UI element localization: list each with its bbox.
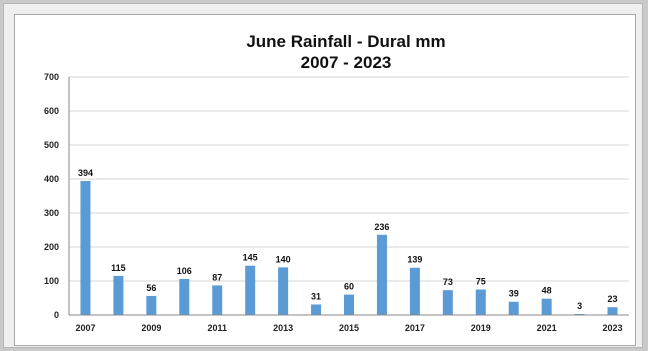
y-tick-label: 0 bbox=[54, 310, 59, 320]
bar bbox=[376, 234, 387, 315]
x-tick-label: 2007 bbox=[75, 323, 95, 333]
bars bbox=[80, 181, 618, 315]
x-tick-label: 2013 bbox=[273, 323, 293, 333]
bar bbox=[344, 294, 354, 315]
chart-subtitle: 2007 - 2023 bbox=[301, 53, 392, 72]
bar bbox=[212, 285, 223, 315]
data-label: 73 bbox=[443, 277, 453, 287]
data-label: 23 bbox=[608, 294, 618, 304]
data-label: 75 bbox=[476, 277, 486, 287]
x-axis-ticks: 2007 2009 2011 2013 2015 2017 2019 2021 2023 bbox=[75, 323, 622, 333]
bar bbox=[245, 265, 256, 315]
y-tick-label: 200 bbox=[44, 242, 59, 252]
bar bbox=[113, 275, 124, 315]
bar bbox=[278, 267, 289, 315]
outer-frame: June Rainfall - Dural mm 2007 - 2023 0 10… bbox=[3, 3, 643, 348]
data-label: 140 bbox=[276, 254, 291, 264]
y-axis-ticks: 0 100 200 300 400 500 600 700 bbox=[44, 72, 59, 320]
bar bbox=[574, 313, 585, 315]
bar bbox=[311, 304, 322, 315]
data-label: 394 bbox=[78, 168, 93, 178]
data-label: 48 bbox=[542, 286, 552, 296]
bar bbox=[607, 307, 618, 315]
data-label: 39 bbox=[509, 289, 519, 299]
x-tick-label: 2009 bbox=[141, 323, 161, 333]
data-label: 145 bbox=[243, 253, 258, 263]
gridlines bbox=[69, 76, 629, 282]
x-tick-label: 2015 bbox=[339, 323, 359, 333]
data-label: 236 bbox=[374, 222, 389, 232]
chart-title: June Rainfall - Dural mm bbox=[246, 32, 445, 51]
data-label: 87 bbox=[212, 272, 222, 282]
data-label: 56 bbox=[146, 283, 156, 293]
x-tick-label: 2019 bbox=[471, 323, 491, 333]
data-label: 139 bbox=[407, 255, 422, 265]
data-labels: 394 115 56 106 87 145 140 31 60 236 139 73 75 39 48 3 23 bbox=[78, 168, 618, 311]
bar bbox=[508, 301, 519, 315]
y-tick-label: 700 bbox=[44, 72, 59, 82]
data-label: 31 bbox=[311, 291, 321, 301]
x-tick-label: 2017 bbox=[405, 323, 425, 333]
bar bbox=[146, 295, 157, 315]
y-tick-label: 600 bbox=[44, 106, 59, 116]
chart-card: June Rainfall - Dural mm 2007 - 2023 0 10… bbox=[14, 14, 636, 346]
y-tick-label: 500 bbox=[44, 140, 59, 150]
data-label: 3 bbox=[577, 301, 582, 311]
bar bbox=[475, 289, 486, 315]
data-label: 60 bbox=[344, 282, 354, 292]
x-tick-label: 2023 bbox=[603, 323, 623, 333]
data-label: 106 bbox=[177, 266, 192, 276]
data-label: 115 bbox=[111, 263, 126, 273]
x-tick-label: 2011 bbox=[207, 323, 227, 333]
bar bbox=[179, 278, 190, 315]
bar bbox=[442, 290, 453, 315]
bar bbox=[541, 298, 552, 315]
x-tick-label: 2021 bbox=[537, 323, 557, 333]
bar bbox=[80, 181, 91, 315]
y-tick-label: 100 bbox=[44, 276, 59, 286]
bar bbox=[409, 267, 420, 315]
rainfall-bar-chart: June Rainfall - Dural mm 2007 - 2023 0 10… bbox=[44, 32, 629, 333]
y-tick-label: 300 bbox=[44, 208, 59, 218]
y-tick-label: 400 bbox=[44, 174, 59, 184]
